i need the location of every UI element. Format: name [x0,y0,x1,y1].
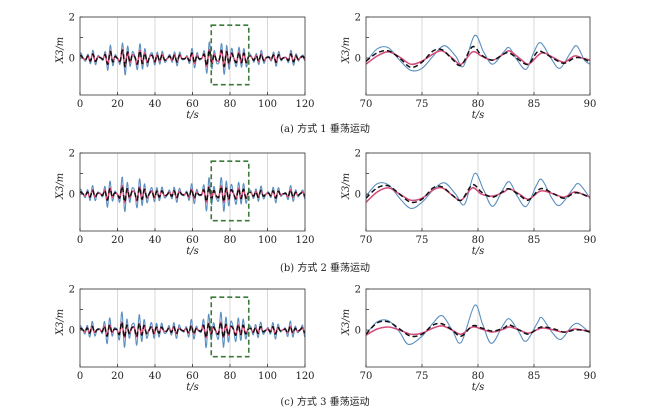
series-dashed-black [366,45,590,69]
x-axis-label: t/s [472,382,485,393]
series-solid-pink [366,325,590,336]
y-tick-label: 0 [69,326,75,337]
caption-c: (c) 方式 3 垂荡运动 [280,397,370,408]
series-solid-blue [366,34,590,72]
x-tick-label: 100 [258,235,277,246]
y-tick-label: 2 [355,285,361,296]
y-tick-label: 0 [355,326,361,337]
y-axis-label: X3/m [55,173,66,200]
y-tick-label: 2 [69,13,75,24]
x-tick-label: 75 [416,235,429,246]
x-tick-label: 90 [584,371,597,382]
x-tick-label: 70 [360,235,373,246]
y-tick-label: 0 [69,190,75,201]
y-axis-label: X3/m [341,173,352,200]
x-tick-label: 120 [295,99,314,110]
zoom-region-box [210,160,250,222]
x-tick-label: 80 [472,371,485,382]
y-tick-label: 2 [355,149,361,160]
y-tick-label: 0 [69,54,75,65]
x-tick-label: 0 [77,99,83,110]
x-tick-label: 0 [77,235,83,246]
x-tick-label: 20 [111,235,124,246]
series-dashed-black [366,183,590,204]
y-tick-label: 0 [355,54,361,65]
zoom-region-box [210,24,250,86]
x-axis-label: t/s [186,382,199,393]
x-tick-label: 80 [224,235,237,246]
x-tick-label: 40 [149,371,162,382]
y-axis-label: X3/m [341,37,352,64]
y-axis-label: X3/m [55,309,66,336]
x-axis-label: t/s [186,246,199,257]
chart-b-full: 0 20 40 60 80 100 120 0 2 t/s X3/m [55,149,315,258]
x-tick-label: 85 [528,371,541,382]
series-solid-pink [80,184,305,204]
chart-c-full: 0 20 40 60 80 100 120 0 2 t/s X3/m [55,285,315,394]
x-tick-label: 120 [295,371,314,382]
x-tick-label: 85 [528,99,541,110]
y-axis-label: X3/m [55,37,66,64]
y-tick-label: 0 [355,190,361,201]
chart-a-full: 0 20 40 60 80 100 120 0 2 t/s X3/m [55,13,315,122]
x-tick-label: 60 [186,371,199,382]
x-tick-label: 85 [528,235,541,246]
y-axis-label: X3/m [341,309,352,336]
x-tick-label: 70 [360,371,373,382]
x-tick-label: 20 [111,99,124,110]
y-tick-label: 2 [69,149,75,160]
x-tick-label: 100 [258,99,277,110]
caption-b: (b) 方式 2 垂荡运动 [279,263,371,274]
x-tick-label: 75 [416,99,429,110]
series-solid-blue [366,172,590,210]
x-axis-label: t/s [186,110,199,121]
x-tick-label: 20 [111,371,124,382]
series-dashed-black [366,320,590,338]
y-tick-label: 2 [69,285,75,296]
chart-b-zoom: 70 75 80 85 90 0 2 t/s X3/m [341,149,596,258]
x-tick-label: 90 [584,235,597,246]
caption-a: (a) 方式 1 垂荡运动 [280,124,370,135]
x-tick-label: 70 [360,99,373,110]
x-tick-label: 80 [224,99,237,110]
series-solid-blue [366,304,590,345]
series-dashed-black [80,321,305,339]
x-tick-label: 90 [584,99,597,110]
zoom-region-box [210,296,250,358]
x-tick-label: 0 [77,371,83,382]
x-tick-label: 40 [149,99,162,110]
x-tick-label: 80 [224,371,237,382]
x-tick-label: 80 [472,235,485,246]
x-axis-label: t/s [472,246,485,257]
x-tick-label: 40 [149,235,162,246]
series-dashed-black [80,49,305,68]
x-tick-label: 120 [295,235,314,246]
x-tick-label: 100 [258,371,277,382]
x-tick-label: 60 [186,235,199,246]
series-solid-pink [366,50,590,66]
x-tick-label: 60 [186,99,199,110]
chart-a-zoom: 70 75 80 85 90 0 2 t/s X3/m [341,13,596,122]
x-tick-label: 75 [416,371,429,382]
chart-c-zoom: 70 75 80 85 90 0 2 t/s X3/m [341,285,596,394]
y-tick-label: 2 [355,13,361,24]
x-tick-label: 80 [472,99,485,110]
x-axis-label: t/s [472,110,485,121]
